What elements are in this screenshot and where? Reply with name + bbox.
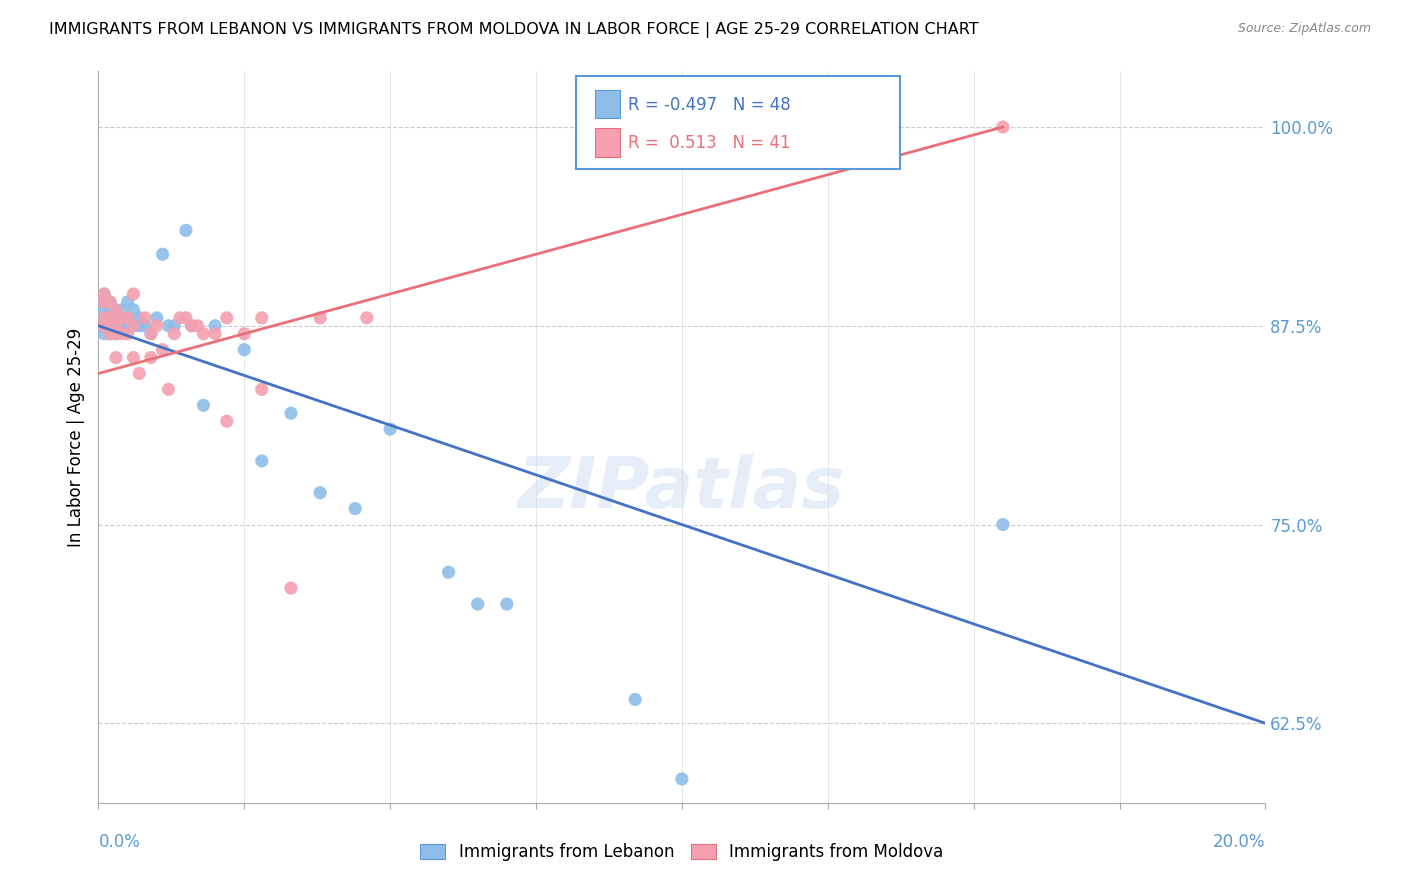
Point <box>204 326 226 341</box>
Point <box>193 398 215 412</box>
Point <box>309 485 332 500</box>
Text: R =  0.513   N = 41: R = 0.513 N = 41 <box>628 134 792 152</box>
Point <box>180 318 202 333</box>
Point <box>111 326 134 341</box>
Point <box>104 326 127 341</box>
Point <box>169 310 191 325</box>
Point <box>152 343 174 357</box>
Point <box>98 326 121 341</box>
Point <box>117 318 139 333</box>
Point <box>152 247 174 261</box>
Point <box>111 318 134 333</box>
Point <box>104 318 127 333</box>
Point <box>174 223 197 237</box>
Point <box>104 302 127 317</box>
Point <box>98 294 121 309</box>
Point <box>344 501 367 516</box>
Point <box>93 318 115 333</box>
Point <box>117 310 139 325</box>
Point <box>250 454 273 468</box>
Point <box>134 318 156 333</box>
Point <box>93 287 115 301</box>
Point <box>93 326 115 341</box>
Point <box>233 343 256 357</box>
Point <box>93 294 115 309</box>
Point <box>93 318 115 333</box>
Point <box>98 318 121 333</box>
Point <box>215 310 238 325</box>
Point <box>104 318 127 333</box>
Point <box>380 422 402 436</box>
Point <box>233 326 256 341</box>
Point <box>624 692 647 706</box>
Point <box>187 318 209 333</box>
Point <box>146 310 169 325</box>
Point <box>250 310 273 325</box>
Point <box>280 581 302 595</box>
Point <box>467 597 489 611</box>
Point <box>122 318 145 333</box>
Point <box>98 310 121 325</box>
Point <box>117 294 139 309</box>
Point <box>104 351 127 365</box>
Point <box>122 318 145 333</box>
Point <box>93 310 115 325</box>
Text: R = -0.497   N = 48: R = -0.497 N = 48 <box>628 95 792 114</box>
Point <box>104 302 127 317</box>
Text: ZIPatlas: ZIPatlas <box>519 454 845 523</box>
Point <box>93 302 115 317</box>
Point <box>98 310 121 325</box>
Point <box>104 326 127 341</box>
Point <box>139 351 162 365</box>
Point <box>98 294 121 309</box>
Point <box>496 597 519 611</box>
Point <box>991 517 1014 532</box>
Text: 0.0%: 0.0% <box>98 833 141 851</box>
Point <box>146 318 169 333</box>
Point <box>671 772 693 786</box>
Point <box>157 383 180 397</box>
Point <box>93 310 115 325</box>
Point <box>128 367 150 381</box>
Text: IMMIGRANTS FROM LEBANON VS IMMIGRANTS FROM MOLDOVA IN LABOR FORCE | AGE 25-29 CO: IMMIGRANTS FROM LEBANON VS IMMIGRANTS FR… <box>49 22 979 38</box>
Point <box>122 351 145 365</box>
Point <box>356 310 378 325</box>
Point <box>122 287 145 301</box>
Point <box>163 318 186 333</box>
Point <box>204 318 226 333</box>
Point <box>139 326 162 341</box>
Point <box>134 310 156 325</box>
Point <box>250 383 273 397</box>
Point <box>157 318 180 333</box>
Point <box>215 414 238 428</box>
Point <box>117 326 139 341</box>
Point <box>280 406 302 420</box>
Point <box>163 326 186 341</box>
Point <box>122 302 145 317</box>
Point <box>139 326 162 341</box>
Point <box>93 287 115 301</box>
Point <box>104 310 127 325</box>
Point <box>93 294 115 309</box>
Text: 20.0%: 20.0% <box>1213 833 1265 851</box>
Text: Source: ZipAtlas.com: Source: ZipAtlas.com <box>1237 22 1371 36</box>
Point <box>117 310 139 325</box>
Point <box>111 302 134 317</box>
Point <box>991 120 1014 134</box>
Point <box>128 310 150 325</box>
Y-axis label: In Labor Force | Age 25-29: In Labor Force | Age 25-29 <box>66 327 84 547</box>
Legend: Immigrants from Lebanon, Immigrants from Moldova: Immigrants from Lebanon, Immigrants from… <box>413 837 950 868</box>
Point <box>174 310 197 325</box>
Point <box>128 318 150 333</box>
Point <box>180 318 202 333</box>
Point <box>111 310 134 325</box>
Point <box>98 326 121 341</box>
Point <box>193 326 215 341</box>
Point <box>309 310 332 325</box>
Point <box>111 310 134 325</box>
Point <box>98 302 121 317</box>
Point <box>437 566 460 580</box>
